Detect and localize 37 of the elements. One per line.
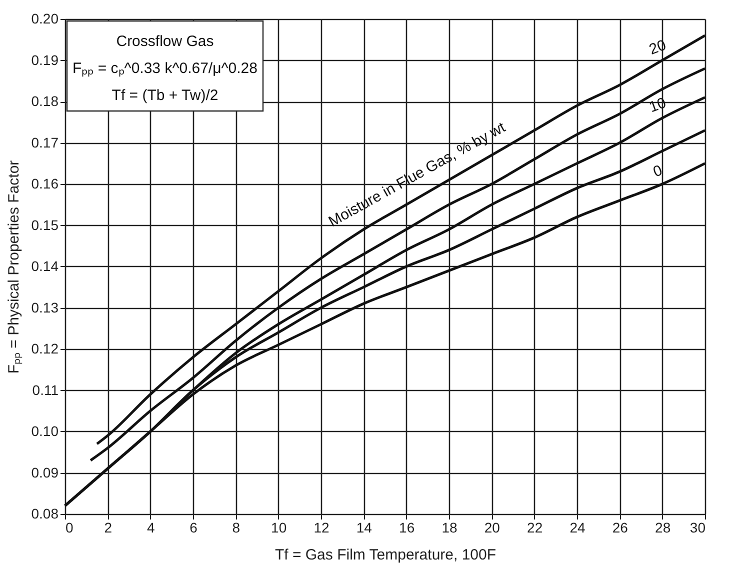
y-tick-label: 0.13 <box>31 299 59 316</box>
x-tick-label: 26 <box>612 520 628 536</box>
text: 0 <box>650 162 665 181</box>
x-tick-label: 4 <box>146 520 155 536</box>
x-tick-label: 16 <box>399 520 415 536</box>
y-tick-label: 0.16 <box>31 176 59 192</box>
x-tick-label: 14 <box>356 520 372 536</box>
y-tick-label: 0.15 <box>31 216 59 233</box>
x-tick-label: 6 <box>190 520 198 536</box>
text: 10 <box>646 94 668 116</box>
x-tick-label: 12 <box>314 520 330 536</box>
y-tick-label: 0.18 <box>31 93 59 109</box>
y-tick-label: 0.19 <box>31 52 59 68</box>
y-tick-label: 0.12 <box>31 340 59 356</box>
y-tick-label: 0.14 <box>31 258 59 274</box>
y-tick-label: 0.09 <box>31 464 59 480</box>
x-tick-label: 8 <box>232 520 240 536</box>
x-tick-label: 10 <box>271 520 287 536</box>
y-tick-label: 0.08 <box>31 506 59 522</box>
x-tick-label: 24 <box>570 520 586 536</box>
x-tick-label: 22 <box>527 520 543 536</box>
y-tick-label: 0.20 <box>31 10 59 26</box>
y-tick-label: 0.11 <box>32 382 59 398</box>
annotation: Fₚₚ = cₚ^0.33 k^0.67/μ^0.28 <box>72 60 258 77</box>
annotation: Tf = (Tb + Tw)/2 <box>112 87 218 104</box>
y-tick-label: 0.17 <box>31 134 59 150</box>
x-tick-label: 20 <box>484 520 500 536</box>
y-tick-label: 0.10 <box>31 423 59 439</box>
x-tick-label: 30 <box>690 520 706 536</box>
text: 20 <box>646 36 668 58</box>
x-tick-label: 18 <box>442 520 458 536</box>
y-axis-title: Fₚₚ = Physical Properties Factor <box>5 160 22 374</box>
x-tick-label: 2 <box>104 520 112 536</box>
annotation: Crossflow Gas <box>116 33 214 50</box>
x-tick-label: 0 <box>66 520 74 536</box>
x-axis-title: Tf = Gas Film Temperature, 100F <box>274 546 496 564</box>
x-tick-label: 28 <box>655 520 671 536</box>
